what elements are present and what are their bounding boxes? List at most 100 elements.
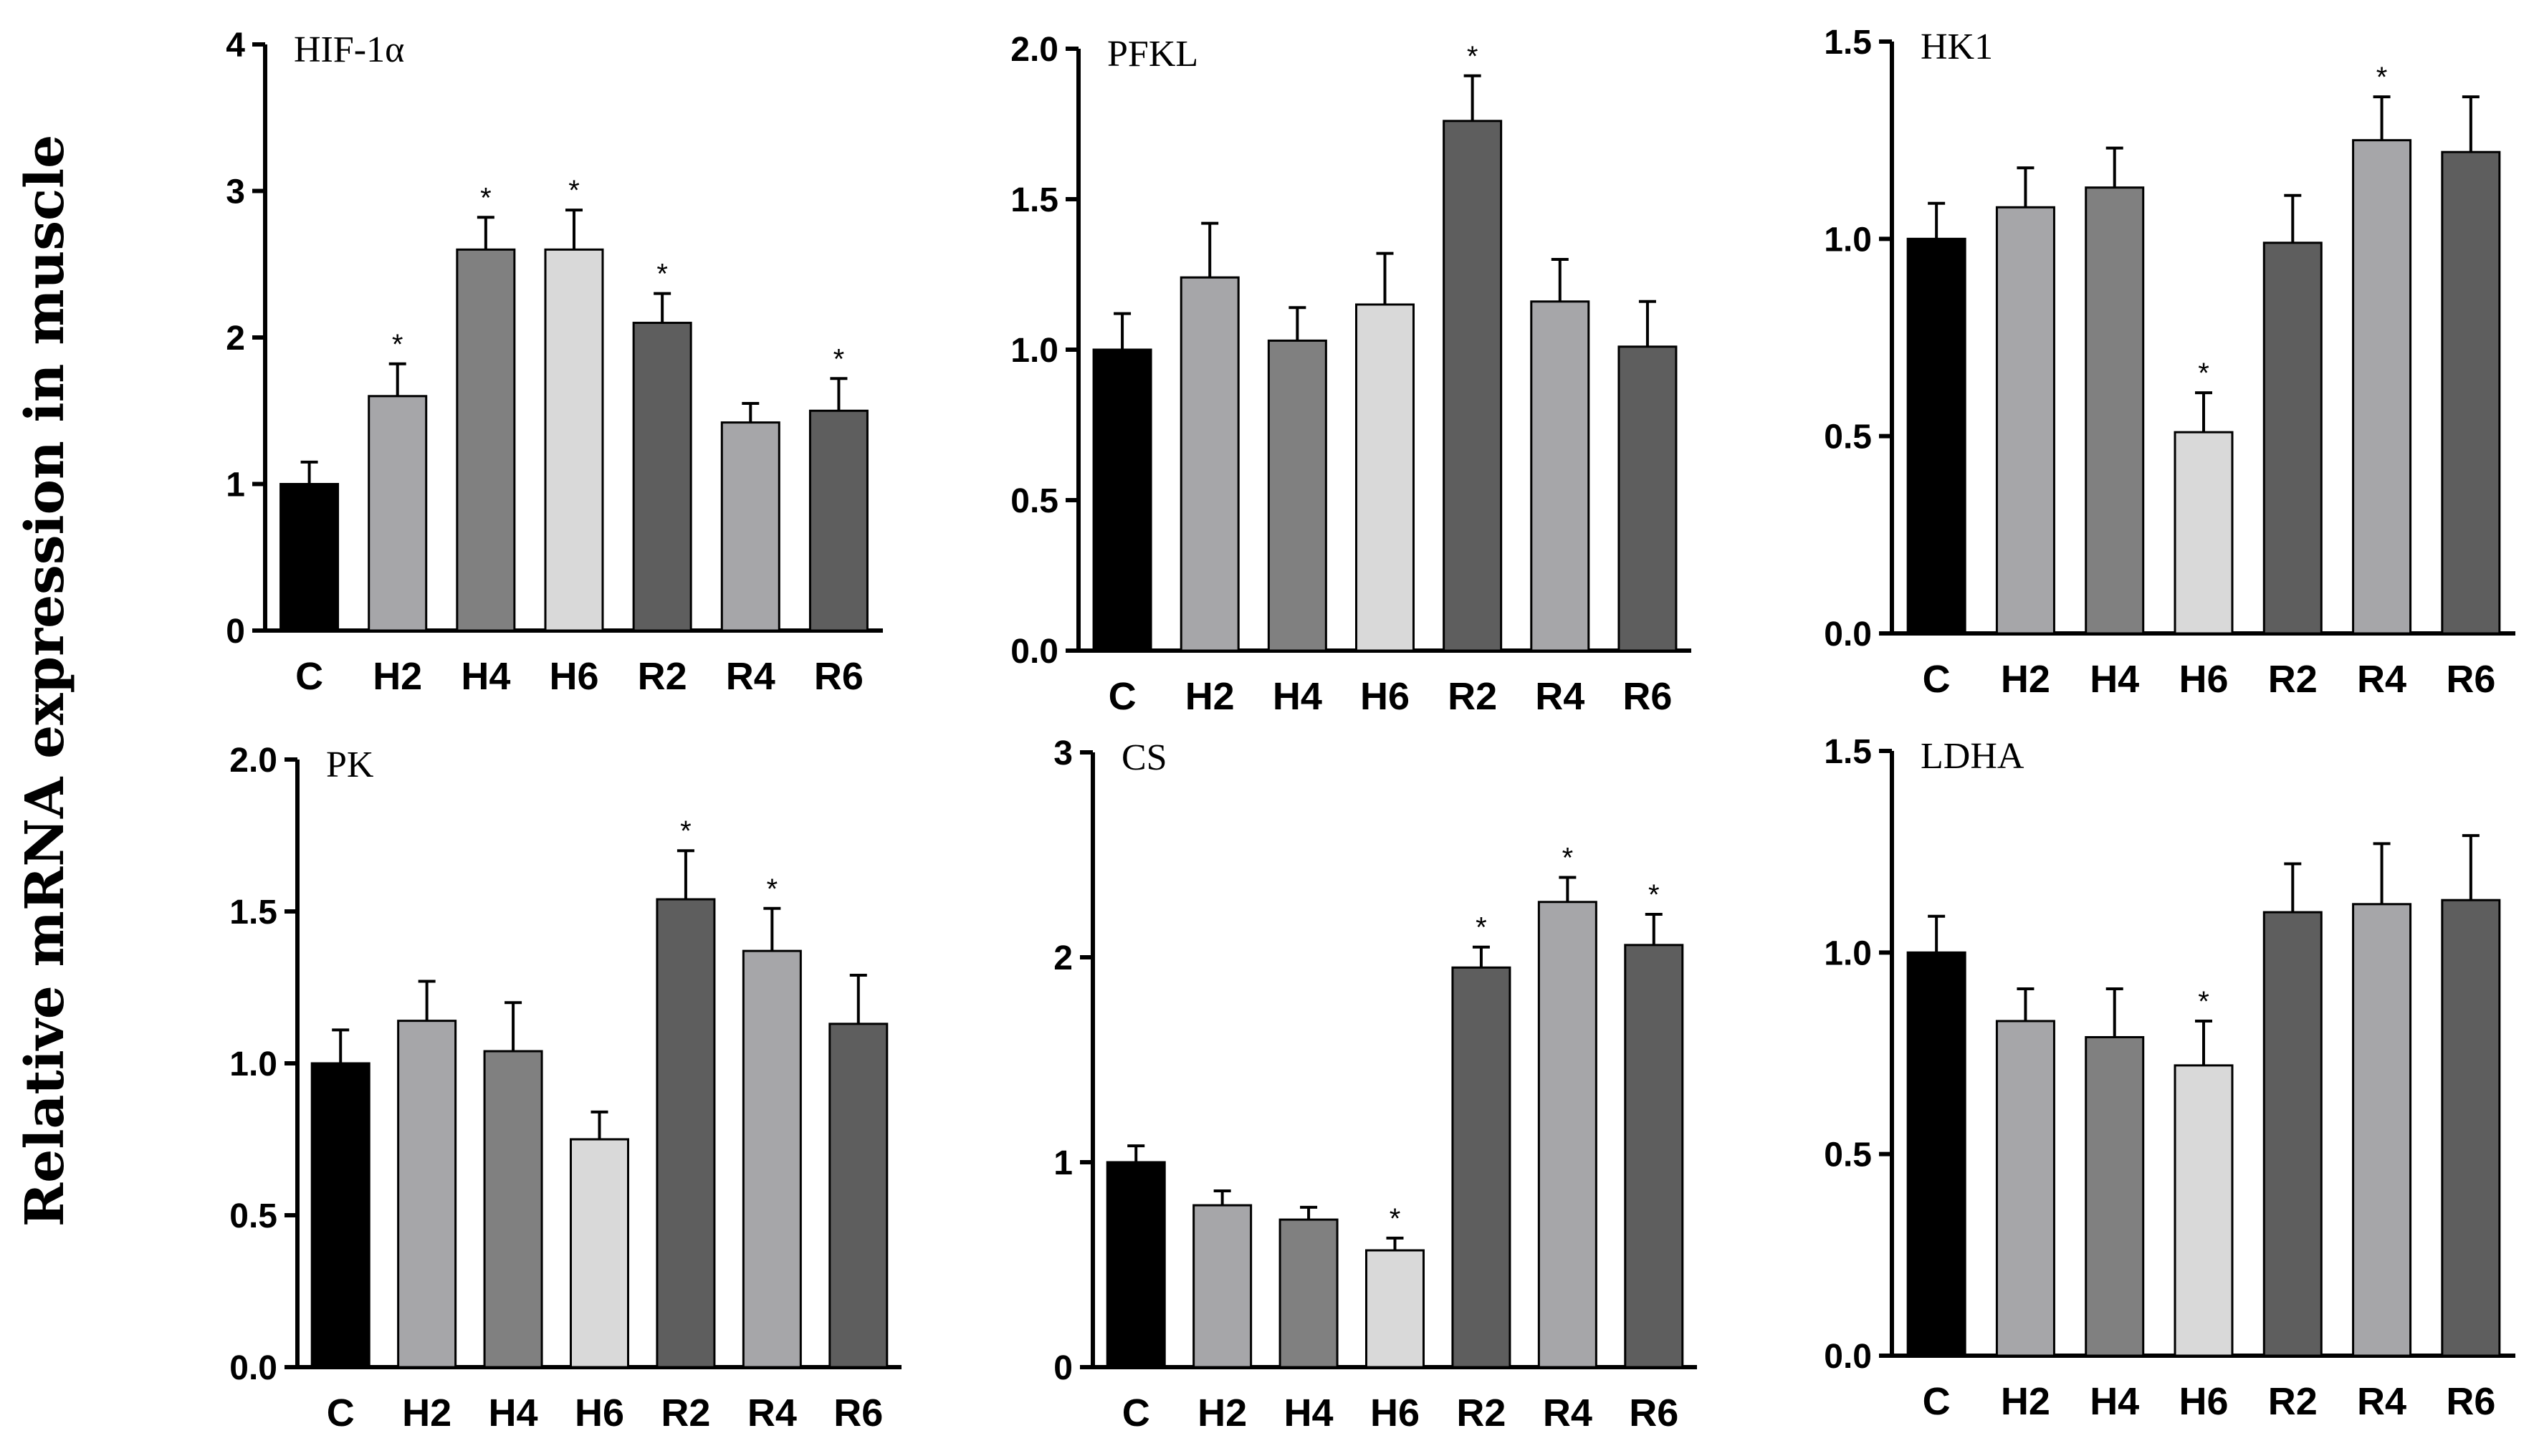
- bar: [2262, 911, 2323, 1357]
- panel-title: LDHA: [1921, 736, 2024, 777]
- x-tick-label: H4: [461, 655, 510, 698]
- x-tick-label: H6: [2179, 1380, 2228, 1423]
- x-tick-label: R4: [2357, 658, 2406, 701]
- y-tick-label: 0.0: [1824, 1338, 1872, 1376]
- bar: [1617, 345, 1678, 652]
- bar: [656, 898, 716, 1369]
- x-tick-label: H6: [2179, 658, 2228, 701]
- y-tick-label: 1.5: [1824, 733, 1872, 771]
- x-tick-label: H2: [1185, 675, 1235, 718]
- y-tick-label: 3: [1053, 734, 1073, 772]
- significance-marker: *: [392, 329, 403, 360]
- x-tick-label: H2: [2001, 1380, 2050, 1423]
- y-tick-label: 0: [226, 613, 245, 651]
- x-tick-label: H6: [1360, 675, 1410, 718]
- bar: [2262, 241, 2323, 635]
- y-tick-label: 0.5: [1824, 418, 1872, 456]
- bar: [544, 248, 604, 632]
- panel-title: PK: [326, 744, 374, 785]
- y-tick-label: 1.5: [1824, 24, 1872, 62]
- significance-marker: *: [480, 182, 492, 214]
- panel-pfkl: 0.0 0.5 1.0 1.5 2.0 PFKL C H2 H4 H6 * R2 R4 R6: [1010, 31, 1691, 718]
- bar: [2174, 1064, 2234, 1357]
- bar: [570, 1138, 629, 1369]
- y-tick-label: 0: [1053, 1349, 1073, 1387]
- bar: [1906, 237, 1966, 635]
- x-tick-label: R2: [661, 1392, 710, 1435]
- bar: [2352, 903, 2412, 1357]
- bar: [1365, 1249, 1425, 1369]
- significance-marker: *: [2198, 986, 2209, 1017]
- bar: [1267, 339, 1327, 652]
- bar: [310, 1062, 370, 1369]
- bar: [1995, 1020, 2055, 1357]
- x-tick-label: R6: [1629, 1392, 1678, 1435]
- panel-pk: 0.0 0.5 1.0 1.5 2.0 PK C H2 H4 H6 * R2 * R4 R6: [229, 742, 902, 1435]
- x-tick-label: R4: [1543, 1392, 1592, 1435]
- x-tick-label: H6: [549, 655, 598, 698]
- bar: [828, 1022, 889, 1369]
- significance-marker: *: [1467, 41, 1478, 72]
- x-tick-label: R6: [833, 1392, 883, 1435]
- x-tick-label: H2: [373, 655, 422, 698]
- y-tick-label: 0.5: [1824, 1136, 1872, 1174]
- bar: [742, 949, 802, 1369]
- panel-hk1: 0.0 0.5 1.0 1.5 HK1 C H2 H4 * H6 R2 * R4 R6: [1824, 24, 2515, 701]
- y-tick-label: 0.0: [1824, 616, 1872, 653]
- bar: [1180, 276, 1240, 652]
- x-tick-label: R2: [1456, 1392, 1506, 1435]
- x-tick-label: C: [295, 655, 323, 698]
- x-tick-label: R6: [1622, 675, 1672, 718]
- y-tick-label: 2.0: [229, 742, 277, 780]
- y-tick-label: 1.5: [229, 894, 277, 931]
- x-tick-label: H2: [402, 1392, 451, 1435]
- x-tick-label: R2: [638, 655, 687, 698]
- panel-ldha: 0.0 0.5 1.0 1.5 LDHA C H2 H4 * H6 R2 R4 R6: [1824, 733, 2515, 1423]
- x-tick-label: R4: [726, 655, 775, 698]
- bar: [2441, 899, 2501, 1357]
- significance-marker: *: [1476, 912, 1487, 944]
- bar: [1624, 944, 1684, 1369]
- bar: [808, 409, 869, 632]
- x-tick-label: H4: [1273, 675, 1322, 718]
- y-tick-label: 2: [226, 320, 245, 358]
- x-tick-label: R6: [2446, 1380, 2495, 1423]
- y-tick-label: 0.5: [229, 1197, 277, 1235]
- y-tick-label: 1.5: [1010, 181, 1058, 219]
- bar: [1530, 300, 1590, 652]
- y-tick-label: 4: [226, 27, 245, 64]
- bar: [1106, 1161, 1166, 1369]
- x-tick-label: R6: [2446, 658, 2495, 701]
- panel-title: CS: [1122, 737, 1167, 778]
- y-tick-label: 0.0: [229, 1349, 277, 1387]
- panel-title: PFKL: [1107, 34, 1198, 75]
- panel-title: HK1: [1921, 27, 1993, 67]
- x-tick-label: R6: [814, 655, 864, 698]
- bar: [2352, 139, 2412, 635]
- y-tick-label: 3: [226, 173, 245, 211]
- x-tick-label: C: [1923, 1380, 1951, 1423]
- x-tick-label: H6: [1370, 1392, 1420, 1435]
- significance-marker: *: [680, 815, 692, 847]
- bar: [1443, 120, 1503, 652]
- x-tick-label: H2: [1197, 1392, 1247, 1435]
- y-tick-label: 0.5: [1010, 482, 1058, 520]
- panel-cs: 0 1 2 3 CS C H2 H4 * H6 * R2 * R4 * R6: [1053, 734, 1697, 1435]
- y-tick-label: 1.0: [1824, 934, 1872, 972]
- bar: [2174, 431, 2234, 635]
- bar: [1278, 1218, 1339, 1369]
- x-tick-label: R4: [1535, 675, 1584, 718]
- y-tick-label: 1.0: [1010, 332, 1058, 370]
- significance-marker: *: [767, 873, 778, 905]
- bar: [1355, 303, 1415, 652]
- bar: [1906, 951, 1966, 1357]
- x-tick-label: H4: [2090, 1380, 2139, 1423]
- x-tick-label: C: [1109, 675, 1137, 718]
- y-tick-label: 0.0: [1010, 633, 1058, 671]
- x-tick-label: H4: [1284, 1392, 1334, 1435]
- figure-y-axis-label: Relative mRNA expression in muscle: [14, 135, 76, 1227]
- bar: [1537, 901, 1597, 1369]
- y-tick-label: 2: [1053, 939, 1073, 977]
- significance-marker: *: [833, 343, 845, 375]
